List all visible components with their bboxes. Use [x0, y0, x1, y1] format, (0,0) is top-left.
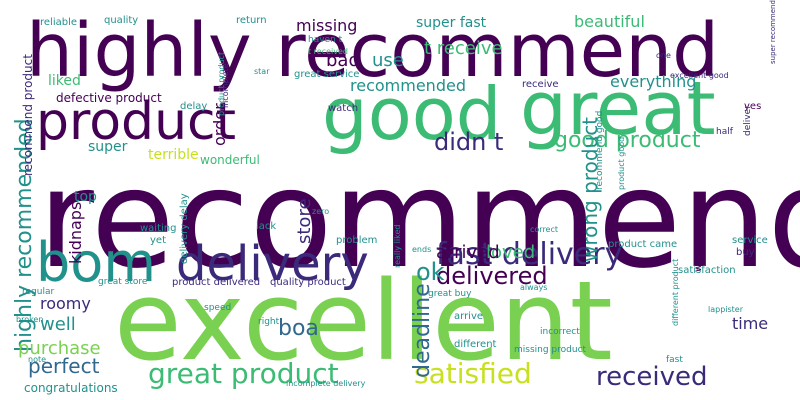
word-95: incomplete delivery: [286, 379, 366, 388]
word-98: ends: [412, 245, 432, 254]
word-30: missing: [296, 16, 358, 35]
word-72: problem: [336, 235, 378, 246]
word-61: yes: [744, 101, 762, 112]
word-92: different product: [671, 258, 680, 326]
word-46: reliable: [40, 17, 78, 28]
word-88: different: [454, 339, 497, 350]
word-13: delivered: [436, 262, 548, 290]
word-19: purchase: [18, 338, 101, 359]
word-45: wonderful: [200, 153, 260, 167]
word-50: t received: [308, 47, 348, 56]
word-52: great service: [294, 69, 360, 80]
word-63: deliver: [743, 105, 753, 136]
word-64: recommend good: [595, 110, 605, 190]
word-11: great product: [148, 357, 339, 390]
word-60: one: [656, 51, 671, 60]
word-29: roomy: [40, 294, 91, 313]
word-10: satisfied: [414, 357, 532, 390]
word-37: everything: [610, 72, 697, 91]
word-9: fast delivery: [436, 237, 623, 272]
word-44: top: [74, 189, 97, 205]
word-48: return: [236, 15, 267, 26]
word-94: congratulations: [24, 381, 118, 395]
word-47: quality: [104, 15, 139, 26]
word-15: didn t: [434, 128, 504, 156]
word-20: boa: [278, 316, 319, 341]
word-49: haven t: [308, 35, 343, 45]
word-28: well: [40, 314, 76, 335]
word-32: beautiful: [574, 12, 645, 31]
word-34: bad: [326, 50, 360, 71]
word-67: buy: [736, 247, 755, 258]
word-66: service: [732, 235, 768, 246]
word-65: product good: [617, 136, 626, 190]
word-81: regular: [22, 287, 55, 297]
word-8: delivery: [176, 236, 369, 292]
word-82: great buy: [428, 289, 472, 299]
word-22: time: [732, 314, 769, 333]
word-75: wrong: [693, 241, 704, 272]
word-90: missing product: [514, 345, 587, 355]
word-12: received: [596, 362, 708, 392]
word-5: good: [322, 72, 502, 156]
word-51: star: [254, 67, 270, 76]
word-6: great: [520, 66, 716, 152]
word-41: recommend product: [21, 54, 35, 176]
word-74: satisfaction: [678, 265, 736, 276]
word-77: delivery delay: [179, 193, 190, 264]
word-79: product delivered: [172, 277, 261, 288]
word-31: super fast: [416, 15, 487, 31]
word-38: liked: [48, 73, 81, 89]
word-3: highly recommend: [26, 8, 720, 94]
word-1: recommend: [38, 141, 800, 299]
word-69: waiting: [140, 223, 177, 234]
word-33: t receive: [424, 38, 503, 59]
word-2: excellent: [114, 257, 613, 385]
word-54: watch: [328, 103, 359, 114]
word-56: delay: [180, 101, 208, 112]
word-89: incorrect: [540, 327, 580, 337]
word-26: store: [294, 198, 315, 244]
word-18: perfect: [28, 354, 100, 378]
word-86: right: [258, 317, 280, 327]
word-83: always: [520, 283, 548, 292]
word-4: product: [36, 92, 237, 152]
word-35: use: [372, 50, 404, 71]
word-23: ok: [416, 258, 445, 286]
word-91: fast: [666, 355, 683, 365]
word-96: correct: [530, 225, 559, 234]
word-93: note: [28, 355, 47, 364]
word-78: great store: [98, 277, 148, 287]
word-24: loved: [486, 242, 536, 263]
word-59: super recommend: [769, 0, 777, 64]
word-16: good product: [554, 128, 701, 153]
word-36: recommended: [350, 76, 466, 95]
word-42: super: [88, 139, 128, 155]
word-70: lack: [256, 221, 277, 232]
word-73: product came: [608, 239, 678, 250]
word-55: receive: [522, 79, 559, 90]
word-68: yet: [150, 235, 166, 246]
word-84: broken: [16, 315, 44, 324]
word-25: arrived: [436, 242, 500, 263]
word-97: really liked: [393, 224, 402, 268]
word-71: zero: [312, 207, 330, 216]
word-27: kidnaps: [66, 201, 85, 264]
word-58: excellent good: [670, 71, 729, 80]
word-40: defective product: [56, 91, 162, 105]
word-43: terrible: [148, 147, 199, 163]
word-62: half: [716, 127, 733, 137]
word-87: arrive: [454, 311, 484, 322]
word-80: quality product: [270, 277, 346, 288]
word-85: speed: [204, 303, 232, 313]
word-7: bom: [36, 231, 156, 294]
word-76: lappister: [708, 305, 744, 314]
word-57: product product: [217, 51, 226, 116]
